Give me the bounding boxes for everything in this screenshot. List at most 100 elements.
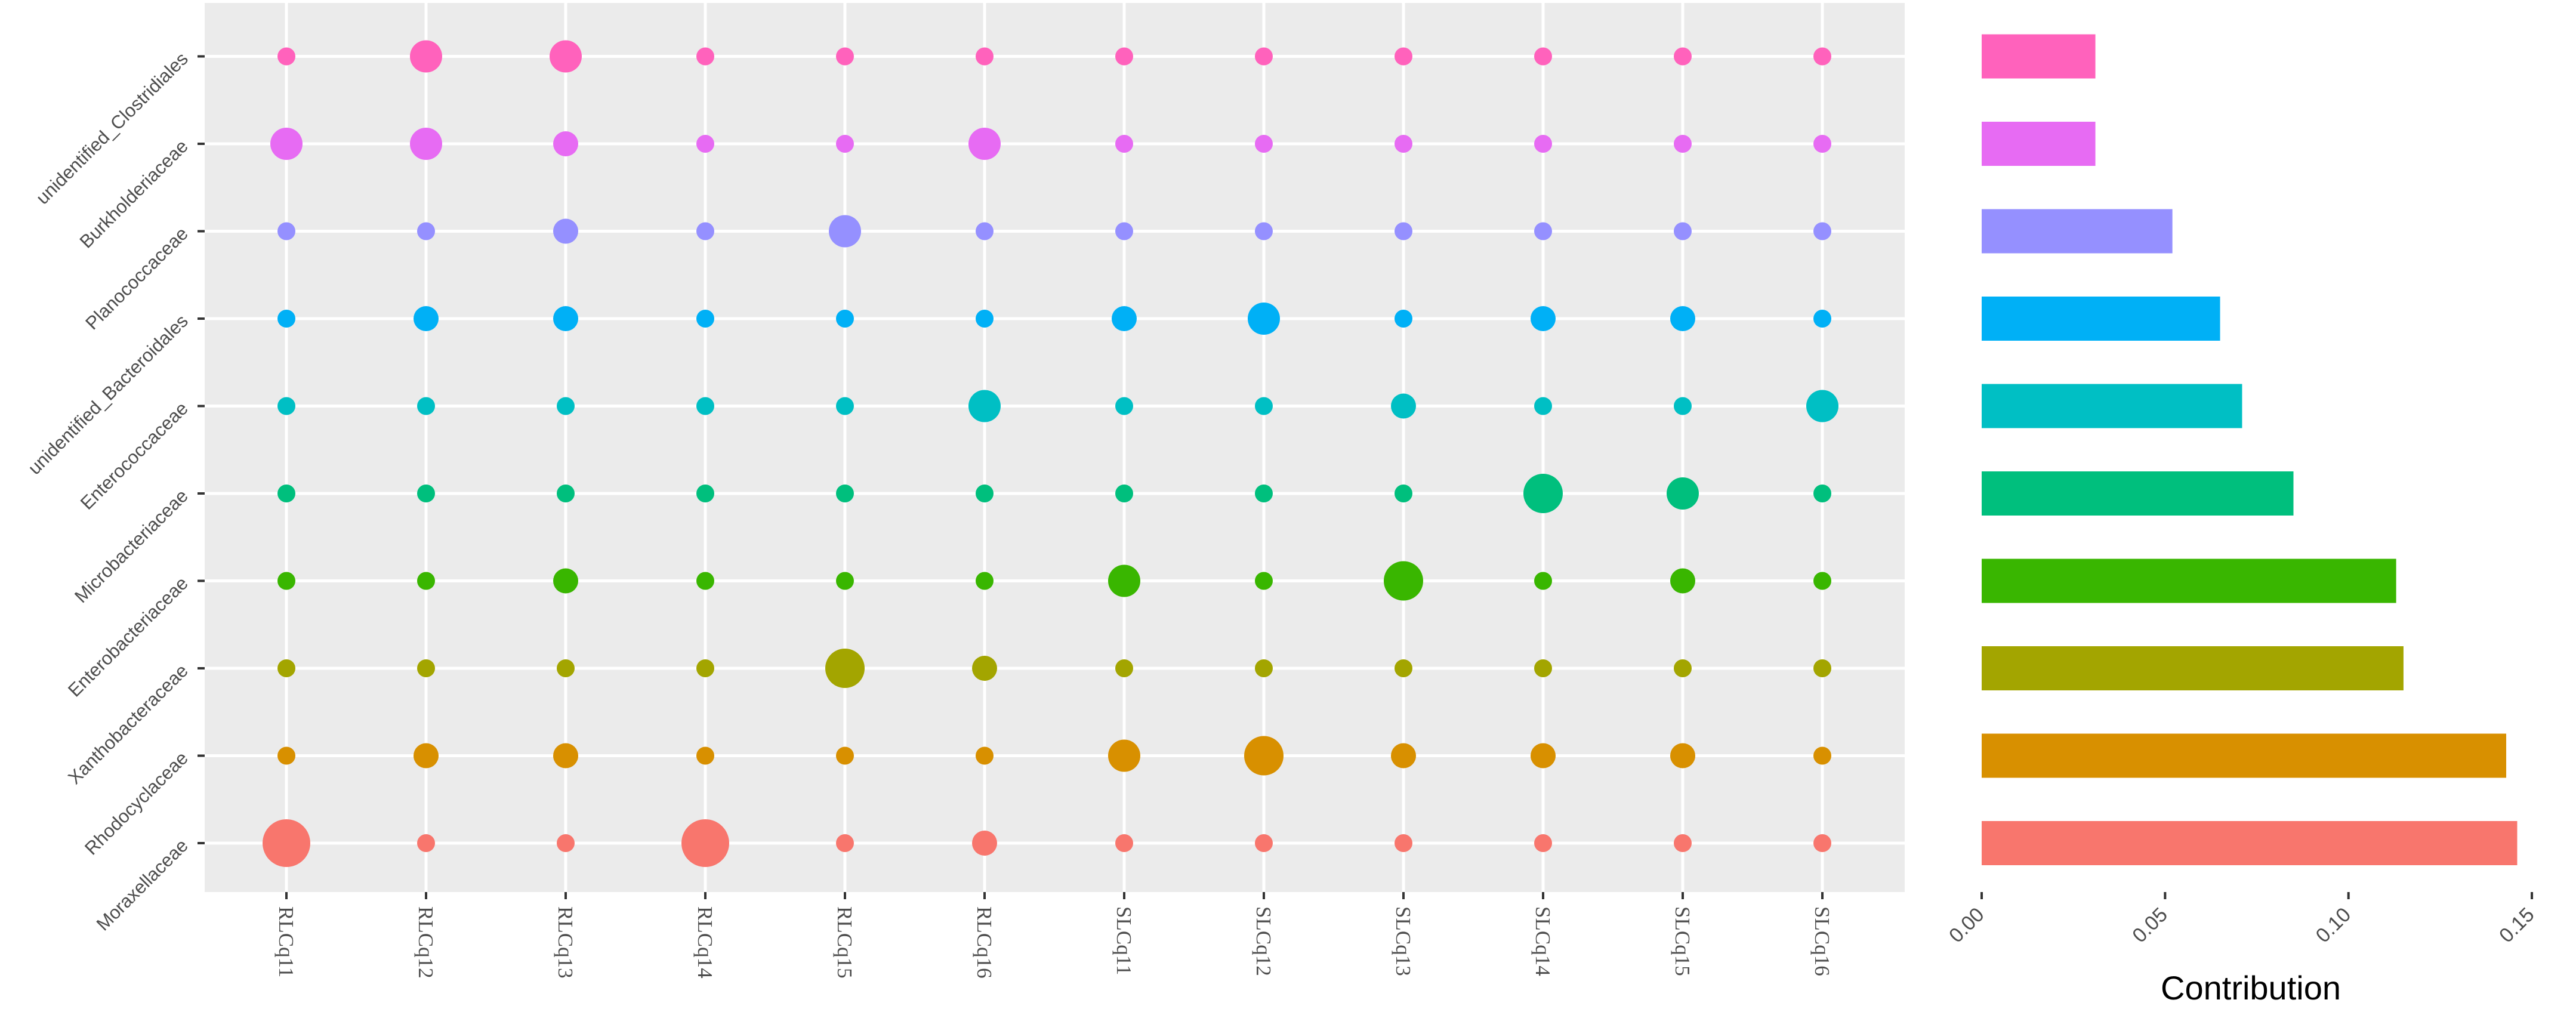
bubble-point bbox=[1115, 397, 1133, 415]
bubble-point bbox=[417, 222, 435, 240]
bubble-point bbox=[976, 47, 994, 66]
bubble-point bbox=[270, 128, 303, 160]
bubble-point bbox=[696, 572, 714, 590]
bubble-point bbox=[1255, 834, 1273, 852]
y-tick-label: unidentified_Bacteroidales bbox=[24, 310, 192, 479]
bubble-point bbox=[1806, 390, 1838, 422]
bubble-point bbox=[277, 222, 295, 240]
bubble-point bbox=[1115, 834, 1133, 852]
bubble-point bbox=[1255, 135, 1273, 153]
bar-x-axis-title: Contribution bbox=[2161, 969, 2341, 1007]
bubble-point bbox=[681, 819, 729, 867]
contribution-bar bbox=[1982, 733, 2507, 778]
bubble-point bbox=[696, 135, 714, 153]
contribution-bar bbox=[1982, 559, 2396, 603]
bubble-point bbox=[825, 649, 865, 688]
bubble-point bbox=[1674, 659, 1692, 677]
bubble-point bbox=[976, 572, 994, 590]
bubble-point bbox=[836, 572, 854, 590]
x-tick-label: SLCq16 bbox=[1810, 906, 1834, 976]
bubble-point bbox=[1115, 47, 1133, 66]
bubble-point bbox=[277, 310, 295, 328]
bubble-point bbox=[1670, 306, 1695, 331]
bubble-point bbox=[1395, 135, 1412, 153]
contribution-bar bbox=[1982, 34, 2096, 79]
bubble-point bbox=[1813, 485, 1831, 502]
bubble-panel-background bbox=[205, 3, 1905, 892]
bubble-point bbox=[1395, 222, 1412, 240]
bubble-point bbox=[1813, 222, 1831, 240]
bubble-point bbox=[696, 746, 714, 765]
bubble-point bbox=[410, 40, 442, 73]
bubble-point bbox=[417, 485, 435, 502]
bubble-point bbox=[1255, 47, 1273, 66]
contribution-bar bbox=[1982, 122, 2096, 166]
bubble-point bbox=[1667, 477, 1699, 510]
bubble-point bbox=[417, 834, 435, 852]
bubble-point bbox=[1531, 743, 1556, 769]
bubble-point bbox=[553, 131, 578, 156]
x-tick-label: RLCq16 bbox=[973, 906, 996, 979]
x-tick-label: RLCq15 bbox=[833, 906, 856, 979]
bubble-point bbox=[1395, 834, 1412, 852]
bubble-point bbox=[1813, 310, 1831, 328]
bubble-point bbox=[414, 743, 439, 769]
bubble-point bbox=[1674, 397, 1692, 415]
bubble-point bbox=[1108, 564, 1140, 597]
contribution-bar bbox=[1982, 471, 2294, 516]
bubble-point bbox=[976, 485, 994, 502]
bubble-point bbox=[1391, 743, 1416, 769]
bubble-point bbox=[836, 47, 854, 66]
bubble-point bbox=[1674, 222, 1692, 240]
bubble-point bbox=[1115, 135, 1133, 153]
bar-chart: 0.00 0.05 0.10 0.15 Contribution bbox=[1945, 34, 2539, 1007]
bubble-point bbox=[696, 659, 714, 677]
bubble-point bbox=[417, 572, 435, 590]
bubble-point bbox=[1813, 135, 1831, 153]
bubble-point bbox=[1674, 834, 1692, 852]
bubble-point bbox=[1395, 659, 1412, 677]
bubble-point bbox=[1534, 659, 1552, 677]
bubble-point bbox=[557, 834, 575, 852]
bubble-point bbox=[1670, 743, 1695, 769]
contribution-bar bbox=[1982, 297, 2220, 341]
x-tick-label: RLCq14 bbox=[693, 906, 717, 979]
bar-x-tick-label: 0.05 bbox=[2128, 903, 2172, 948]
bubble-point bbox=[976, 310, 994, 328]
bubble-point bbox=[696, 397, 714, 415]
contribution-bar bbox=[1982, 384, 2242, 428]
bubble-point bbox=[836, 834, 854, 852]
bubble-point bbox=[557, 485, 575, 502]
bubble-point bbox=[277, 397, 295, 415]
x-tick-label: SLCq13 bbox=[1392, 906, 1415, 976]
bubble-point bbox=[277, 485, 295, 502]
bubble-point bbox=[1244, 736, 1284, 776]
bubble-point bbox=[553, 568, 578, 594]
bubble-point bbox=[277, 572, 295, 590]
bubble-point bbox=[1534, 222, 1552, 240]
bubble-point bbox=[1534, 135, 1552, 153]
bubble-point bbox=[836, 746, 854, 765]
bubble-point bbox=[1115, 222, 1133, 240]
x-tick-label: RLCq13 bbox=[554, 906, 577, 979]
bubble-chart: MoraxellaceaeRhodocyclaceaeXanthobactera… bbox=[24, 3, 1905, 979]
bubble-point bbox=[1255, 659, 1273, 677]
bubble-point bbox=[1115, 659, 1133, 677]
bubble-point bbox=[1534, 572, 1552, 590]
bubble-point bbox=[1255, 485, 1273, 502]
bubble-point bbox=[1395, 47, 1412, 66]
bubble-point bbox=[1384, 561, 1423, 601]
bubble-point bbox=[836, 135, 854, 153]
bubble-point bbox=[836, 397, 854, 415]
bar-x-tick-label: 0.15 bbox=[2495, 903, 2539, 948]
bubble-point bbox=[1112, 306, 1137, 331]
bar-x-tick-label: 0.10 bbox=[2312, 903, 2356, 948]
bubble-point bbox=[1255, 222, 1273, 240]
y-tick-label: Moraxellaceae bbox=[92, 835, 192, 934]
bubble-point bbox=[1108, 739, 1140, 772]
bubble-point bbox=[553, 218, 578, 244]
bubble-point bbox=[410, 128, 442, 160]
contribution-bar bbox=[1982, 646, 2404, 690]
bubble-point bbox=[1813, 659, 1831, 677]
